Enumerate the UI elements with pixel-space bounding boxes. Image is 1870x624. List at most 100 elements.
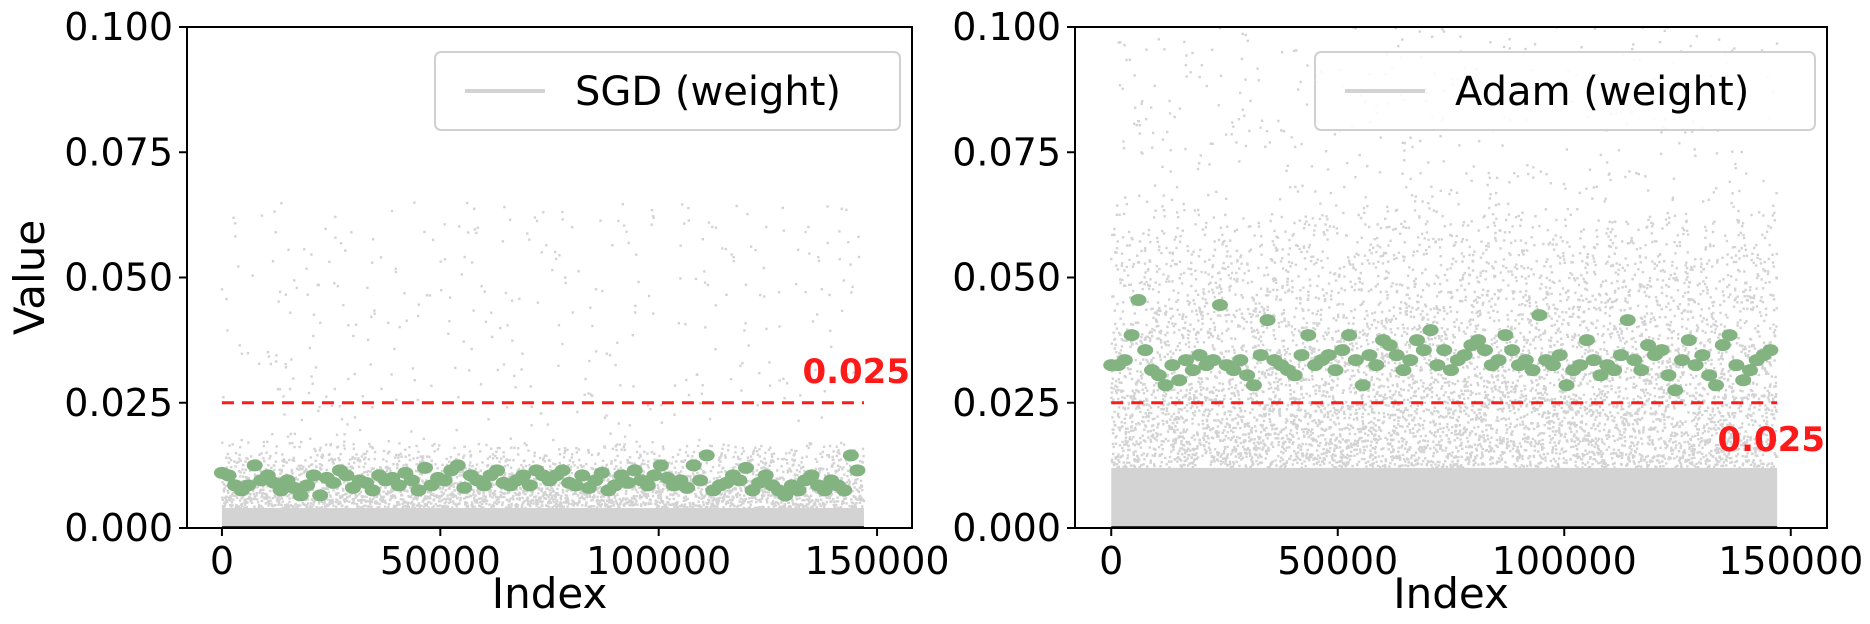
noise-point (234, 494, 238, 497)
noise-point (310, 253, 313, 256)
noise-point (700, 494, 704, 497)
noise-point (599, 505, 602, 508)
noise-point (649, 502, 653, 505)
noise-point (1178, 348, 1182, 352)
noise-point (1155, 264, 1159, 268)
noise-point (1233, 351, 1236, 354)
noise-point (626, 497, 629, 500)
noise-point (675, 460, 678, 463)
noise-point (224, 484, 227, 488)
noise-point (379, 256, 383, 259)
noise-point (1167, 298, 1171, 301)
noise-point (663, 458, 667, 462)
noise-point (1210, 460, 1213, 463)
noise-point (733, 504, 736, 508)
noise-point (386, 452, 390, 455)
noise-point (336, 284, 339, 288)
noise-point (1249, 392, 1252, 396)
noise-point (1222, 452, 1226, 455)
noise-point (1160, 251, 1163, 255)
noise-point (426, 495, 430, 499)
noise-point (1245, 364, 1248, 367)
noise-point (1135, 459, 1138, 462)
noise-point (500, 503, 504, 507)
noise-point (637, 280, 640, 284)
noise-point (501, 501, 504, 504)
noise-point (364, 456, 367, 459)
noise-point (681, 466, 685, 469)
noise-point (1143, 249, 1147, 253)
noise-point (706, 505, 709, 509)
noise-point (616, 493, 619, 496)
noise-point (1238, 267, 1241, 270)
noise-point (437, 500, 441, 503)
noise-point (1224, 197, 1228, 201)
noise-point (526, 232, 529, 235)
noise-point (394, 506, 397, 509)
noise-point (1182, 437, 1186, 440)
noise-point (282, 458, 286, 461)
noise-point (631, 504, 634, 507)
noise-point (375, 495, 379, 498)
noise-point (1219, 439, 1222, 443)
noise-point (302, 465, 305, 468)
noise-point (1172, 388, 1176, 391)
noise-point (1171, 259, 1174, 262)
mean-point (305, 469, 322, 482)
noise-point (1127, 448, 1130, 452)
noise-point (561, 210, 564, 214)
noise-point (433, 450, 436, 453)
noise-point (1224, 213, 1227, 217)
noise-point (335, 433, 339, 437)
noise-point (829, 329, 832, 333)
noise-point (661, 505, 664, 509)
noise-point (760, 497, 764, 501)
noise-point (457, 492, 460, 495)
noise-point (265, 497, 268, 501)
noise-point (299, 467, 302, 470)
noise-point (1116, 302, 1119, 306)
noise-point (353, 461, 356, 464)
noise-point (1110, 382, 1114, 385)
noise-point (1231, 356, 1235, 360)
noise-point (530, 405, 533, 409)
noise-point (763, 487, 767, 491)
noise-point (770, 453, 773, 456)
noise-point (334, 492, 338, 495)
mean-point (338, 469, 355, 482)
noise-point (389, 494, 393, 498)
noise-point (736, 505, 739, 508)
noise-point (467, 495, 470, 499)
noise-point (1202, 414, 1206, 417)
noise-point (477, 471, 480, 474)
noise-point (798, 497, 801, 500)
noise-point (321, 505, 324, 509)
noise-point (251, 274, 254, 277)
noise-point (761, 495, 764, 498)
noise-point (1243, 272, 1246, 275)
noise-point (384, 486, 387, 489)
noise-point (757, 463, 760, 466)
noise-point (585, 462, 588, 466)
noise-point (426, 497, 429, 500)
noise-point (1221, 418, 1224, 421)
noise-point (609, 474, 612, 478)
noise-point (452, 485, 455, 489)
noise-point (1122, 406, 1125, 409)
noise-point (736, 492, 740, 495)
noise-point (1171, 421, 1175, 425)
noise-point (506, 324, 509, 327)
noise-point (583, 393, 586, 396)
noise-point (1180, 464, 1183, 468)
noise-point (343, 500, 347, 504)
noise-point (709, 444, 712, 447)
noise-point (1241, 279, 1245, 282)
noise-point (1144, 336, 1147, 340)
noise-point (327, 459, 331, 462)
noise-point (454, 503, 457, 506)
noise-point (1170, 426, 1174, 429)
noise-point (731, 495, 734, 498)
noise-point (1115, 264, 1118, 267)
noise-point (421, 456, 424, 460)
noise-point (797, 506, 801, 509)
